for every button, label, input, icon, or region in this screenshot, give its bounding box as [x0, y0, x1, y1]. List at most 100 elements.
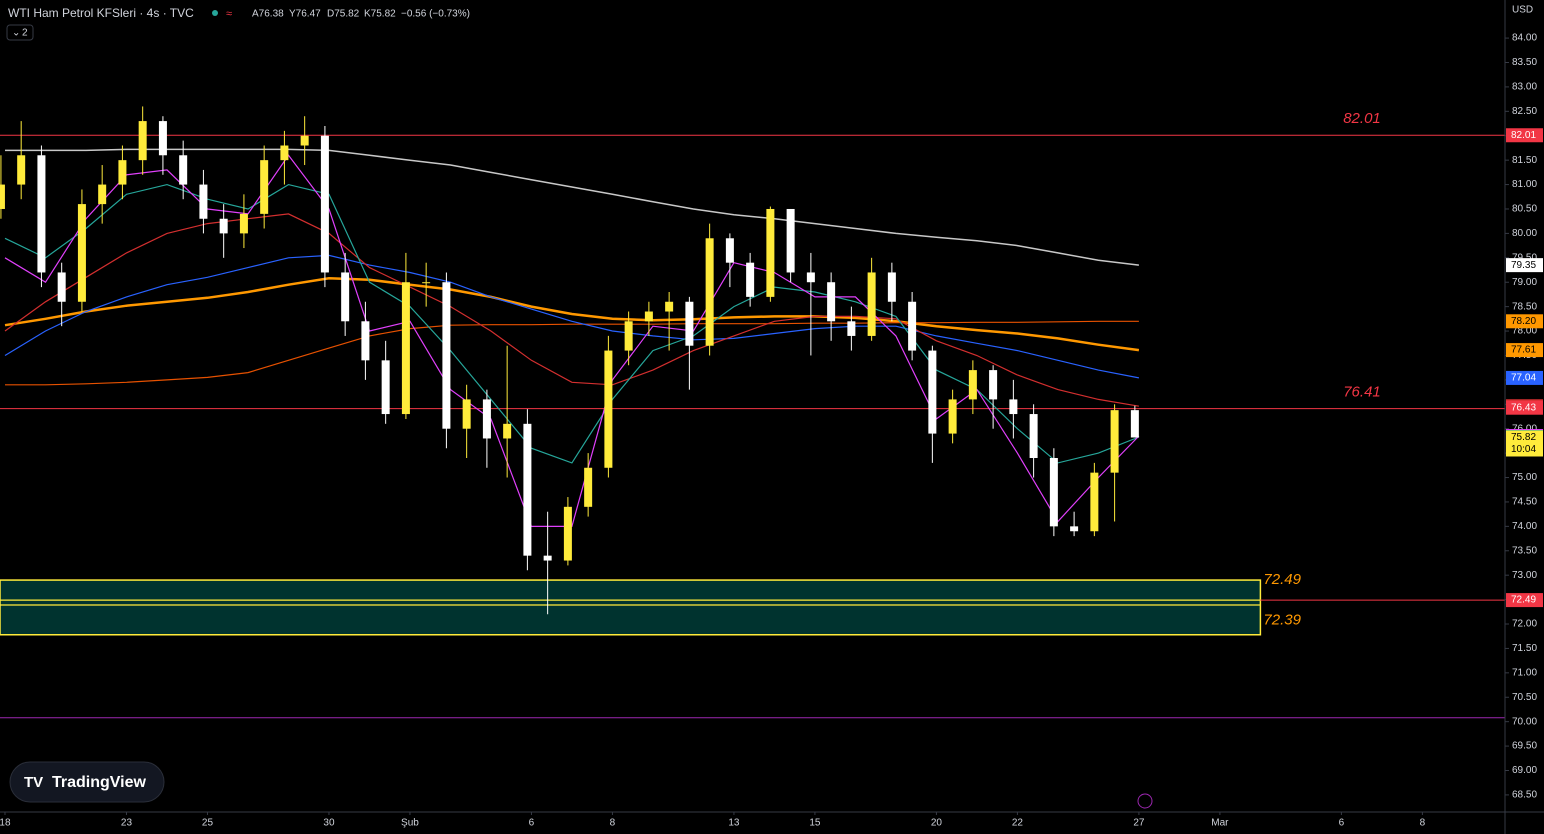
moving-average [5, 320, 1139, 386]
candle-body [624, 321, 633, 351]
candle-body [705, 238, 714, 346]
axes: 68.50 69.00 69.50 70.00 70.50 71.00 71.50 72.00… [0, 33, 1543, 829]
candle-body [37, 155, 46, 273]
moving-average [5, 148, 1139, 266]
watermark-logo: TV [24, 774, 43, 791]
y-tick-label: 82.50 [1512, 106, 1537, 117]
candle-body [98, 184, 107, 205]
indicator-count[interactable]: 2 [22, 28, 28, 39]
candle-body [563, 506, 572, 561]
y-tick-label: 69.00 [1512, 765, 1537, 776]
candle-body [523, 423, 532, 556]
zone-label: 72.39 [1263, 612, 1301, 629]
x-tick-label: 25 [202, 818, 214, 829]
ohlc-close: K75.82 [364, 9, 396, 20]
y-tick-label: 72.00 [1512, 619, 1537, 630]
moving-average [4, 183, 1140, 464]
x-tick-label: 27 [1133, 818, 1145, 829]
candle-body [665, 301, 674, 312]
candle-body [17, 155, 26, 185]
ohlc-change: −0.56 (−0.73%) [401, 9, 470, 20]
indicator-toggle[interactable] [6, 24, 34, 41]
y-tick-label: 80.00 [1512, 228, 1537, 239]
x-tick-label: 20 [931, 818, 943, 829]
support-zone [0, 579, 1262, 636]
y-tick-label: 81.50 [1512, 155, 1537, 166]
candle-body [644, 311, 653, 322]
candle-body [1029, 414, 1038, 459]
price-label-box [1506, 593, 1543, 608]
candle-body [1009, 399, 1018, 415]
candle-body [179, 155, 188, 185]
price-label-box [1506, 430, 1543, 457]
candle-body [827, 282, 836, 322]
y-tick-label: 69.50 [1512, 741, 1537, 752]
price-label: 78.20 [1511, 316, 1536, 327]
zone-label: 72.49 [1263, 571, 1301, 588]
level-label: 76.41 [1343, 384, 1381, 401]
price-label-box [1506, 314, 1543, 329]
status-icon: ≈ [226, 8, 232, 20]
x-tick-label: 13 [728, 818, 740, 829]
x-tick-label: 6 [1339, 818, 1345, 829]
candle-body [948, 399, 957, 434]
x-tick-label: 18 [0, 818, 11, 829]
symbol-title: WTI Ham Petrol KFSleri · 4s · TVC [8, 6, 194, 20]
candle-body [219, 218, 228, 234]
candle-body [239, 213, 248, 234]
status-dot [212, 10, 218, 16]
moving-average [4, 254, 1140, 379]
candle-body [422, 282, 431, 284]
candle-body [138, 121, 147, 161]
candle-body [260, 160, 269, 214]
plot: 72.49 72.39 82.01 76.41 [0, 106, 1505, 719]
price-label: 77.61 [1511, 345, 1536, 356]
candle-body [442, 282, 451, 429]
candle-body [1090, 472, 1099, 532]
y-tick-label: 83.50 [1512, 57, 1537, 68]
candle-body [786, 208, 795, 273]
x-tick-label: 30 [323, 818, 335, 829]
y-tick-label: 70.00 [1512, 716, 1537, 727]
moving-average [4, 213, 1139, 407]
candle-body [806, 272, 815, 283]
y-tick-label: 73.00 [1512, 570, 1537, 581]
candle-body [1049, 458, 1058, 527]
candle-body [341, 272, 350, 322]
y-tick-label: 75.00 [1512, 472, 1537, 483]
y-tick-label: 81.00 [1512, 179, 1537, 190]
candle-body [543, 555, 552, 561]
price-label: 77.04 [1511, 373, 1536, 384]
y-tick-label: 83.00 [1512, 82, 1537, 93]
watermark-badge[interactable] [9, 761, 165, 803]
candle-body [847, 321, 856, 336]
price-label-box [1506, 258, 1543, 273]
y-tick-label: 79.00 [1512, 277, 1537, 288]
candle-body [604, 350, 613, 468]
level-label: 82.01 [1343, 110, 1381, 127]
price-label-box [1506, 128, 1543, 143]
countdown: 10:04 [1511, 444, 1536, 455]
watermark: TradingView [52, 774, 147, 791]
indicator-chevron: ⌄ [12, 28, 20, 39]
y-tick-label: 71.00 [1512, 667, 1537, 678]
candle-body [766, 208, 775, 297]
candle-body [746, 262, 755, 297]
candle-body [77, 204, 86, 302]
x-tick-label: 8 [1420, 818, 1426, 829]
candle-body [887, 272, 896, 302]
x-tick-label: 15 [809, 818, 821, 829]
price-label: 75.82 [1511, 432, 1536, 443]
y-tick-label: 79.50 [1512, 252, 1537, 263]
y-tick-label: 68.50 [1512, 790, 1537, 801]
candle-body [300, 135, 309, 146]
y-tick-label: 78.00 [1512, 326, 1537, 337]
y-tick-label: 76.00 [1512, 423, 1537, 434]
candle-body [989, 370, 998, 400]
currency[interactable]: USD [1512, 5, 1533, 16]
candle-body [118, 160, 127, 185]
candle-body [381, 360, 390, 415]
replay-icon[interactable] [1137, 793, 1153, 809]
